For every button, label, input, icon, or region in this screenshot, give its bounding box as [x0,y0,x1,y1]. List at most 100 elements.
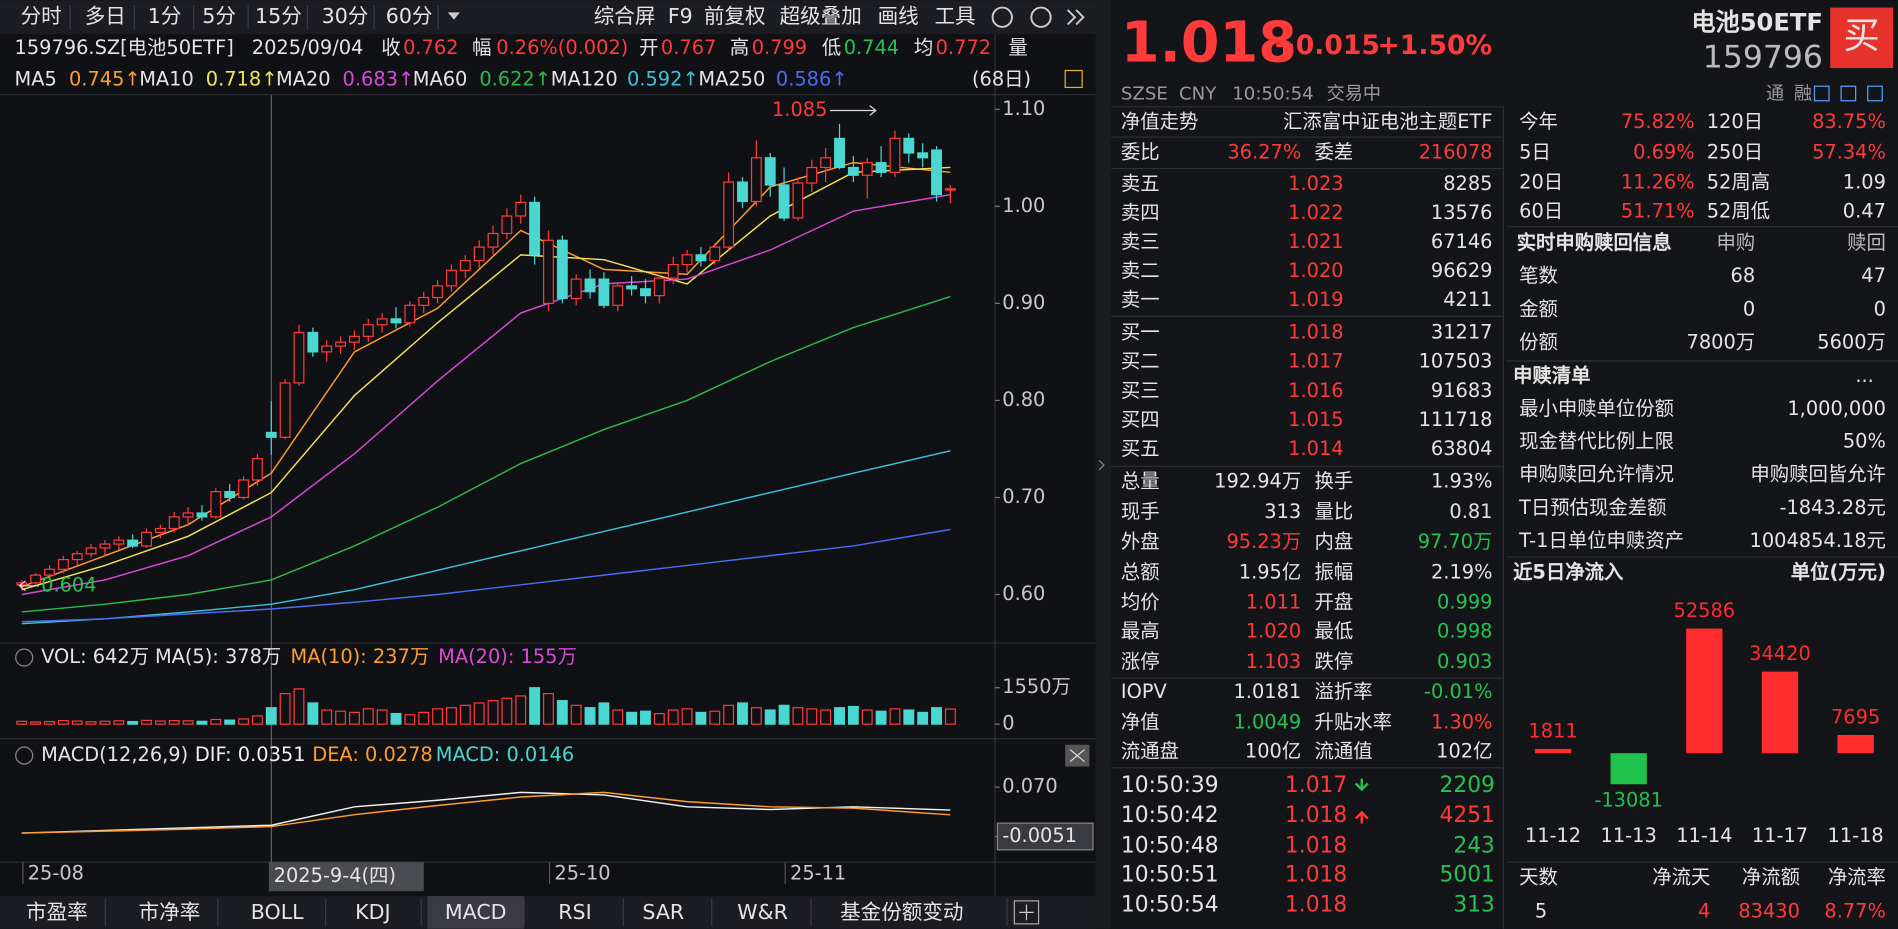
row-value: 1,000,000 [1787,397,1886,420]
add-tab[interactable] [1013,900,1040,925]
toolbar-button[interactable]: 60分 [386,4,433,28]
volume-bar [404,714,416,725]
tool-icon[interactable] [1813,85,1830,102]
candle-body [279,382,291,438]
tab[interactable]: W&R [737,900,788,924]
volume-bar [931,707,942,725]
row-value: 50% [1843,430,1886,453]
volume-bar [432,708,444,725]
row-label: 量比 [1315,500,1354,523]
book-label: 买一 [1121,321,1160,344]
book-label: 买四 [1121,408,1160,431]
tab[interactable]: SAR [642,900,684,924]
toolbar-button[interactable]: 画线 [878,4,919,28]
value-label: -13081 [1594,789,1663,812]
candle-body [681,254,693,266]
candle-body [348,335,360,343]
row-value: 216078 [1419,140,1493,163]
candle-body [695,254,707,262]
tab[interactable]: KDJ [355,900,390,924]
candle-body [445,269,457,287]
column-header: 净流天 [1652,865,1710,888]
toolbar-button[interactable]: 分时 [21,4,62,28]
volume-bar [30,721,42,725]
candle-body [875,162,887,173]
expand-icon[interactable] [1066,9,1085,26]
price-change: +0.015 [1273,30,1380,61]
candle-body [903,137,915,154]
help-icon[interactable] [15,648,34,667]
y-tick-label: 1550万 [1002,675,1071,698]
table-value: 8.77% [1824,899,1886,922]
toolbar-button[interactable]: 前复权 [704,4,766,28]
row-value: -1843.28元 [1779,496,1885,519]
tool-icon[interactable] [1840,85,1857,102]
x-tick-label: 25-08 [28,862,84,885]
help-icon[interactable] [15,746,34,765]
toolbar-button[interactable]: 多日 [85,4,126,28]
collapse-icon[interactable] [1098,459,1105,471]
buy-button[interactable] [1830,7,1894,69]
candle-body [321,345,333,353]
help-icon[interactable] [1030,6,1052,28]
row-label[interactable]: 净值走势 [1121,110,1198,133]
toolbar-button[interactable]: 1分 [148,4,182,28]
candle-body [556,239,568,300]
toolbar-button[interactable]: 超级叠加 [780,4,862,28]
volume-bar [667,709,679,725]
tab[interactable]: 市净率 [139,900,201,924]
book-label: 买三 [1121,379,1160,402]
tab[interactable]: RSI [558,900,591,924]
row-label: T日预估现金差额 [1518,496,1666,519]
settings-icon[interactable] [991,6,1013,28]
range-label[interactable]: (68日) [972,68,1031,91]
candle-body [820,157,832,169]
dropdown-icon[interactable] [447,12,460,20]
y-tick-label: 0.90 [1002,291,1045,314]
volume-bar [71,720,83,725]
row-label: 现金替代比例上限 [1519,430,1674,453]
macd-line [21,791,951,834]
value-label: 52586 [1674,599,1736,622]
toolbar-button[interactable]: 30分 [322,4,369,28]
more-button[interactable]: ... [1855,364,1873,387]
legend-name: MA120 [551,68,618,91]
toolbar [0,0,1096,35]
toolbar-button[interactable]: 综合屏 [594,4,656,28]
lock-icon[interactable] [1064,69,1083,89]
candle-body [543,239,554,304]
tab[interactable]: 市盈率 [26,900,88,924]
row-value: 申购赎回皆允许 [1750,462,1886,485]
volume-bar [778,704,790,725]
book-volume: 111718 [1419,408,1493,431]
bar [1534,748,1572,754]
tab[interactable]: MACD [445,900,507,924]
candle-body [737,181,748,203]
toolbar-button[interactable]: 工具 [934,4,975,28]
candle-body [85,547,97,555]
toolbar-button[interactable]: 5分 [202,4,236,28]
row-value: 0.999 [1437,591,1492,614]
trade-time: 10:50:48 [1121,833,1219,858]
candle-body [113,539,125,545]
volume-bar [501,697,513,725]
tab[interactable]: BOLL [251,900,304,924]
volume-bar [529,687,541,725]
tool-icon[interactable] [1867,85,1883,102]
book-price: 1.016 [1288,379,1343,402]
row-value: 2.19% [1431,560,1493,583]
buy-label[interactable]: 买 [1844,14,1880,57]
tab[interactable]: 基金份额变动 [840,900,963,924]
toolbar-button[interactable]: 15分 [255,4,302,28]
tab-bar [0,896,1096,929]
legend-entry: DIF: 0.0351 [195,743,306,766]
security-code: 159796 [1703,39,1823,75]
price-change-pct: +1.50% [1378,30,1493,61]
candle-body [764,157,776,186]
toolbar-button[interactable]: F9 [668,4,693,28]
low-marker: 0.604 [41,573,96,596]
legend-value: 0.592↑ [627,68,699,91]
candle-body [418,296,430,306]
x-tick-label: 25-10 [554,862,610,885]
column-header: 天数 [1519,865,1558,888]
